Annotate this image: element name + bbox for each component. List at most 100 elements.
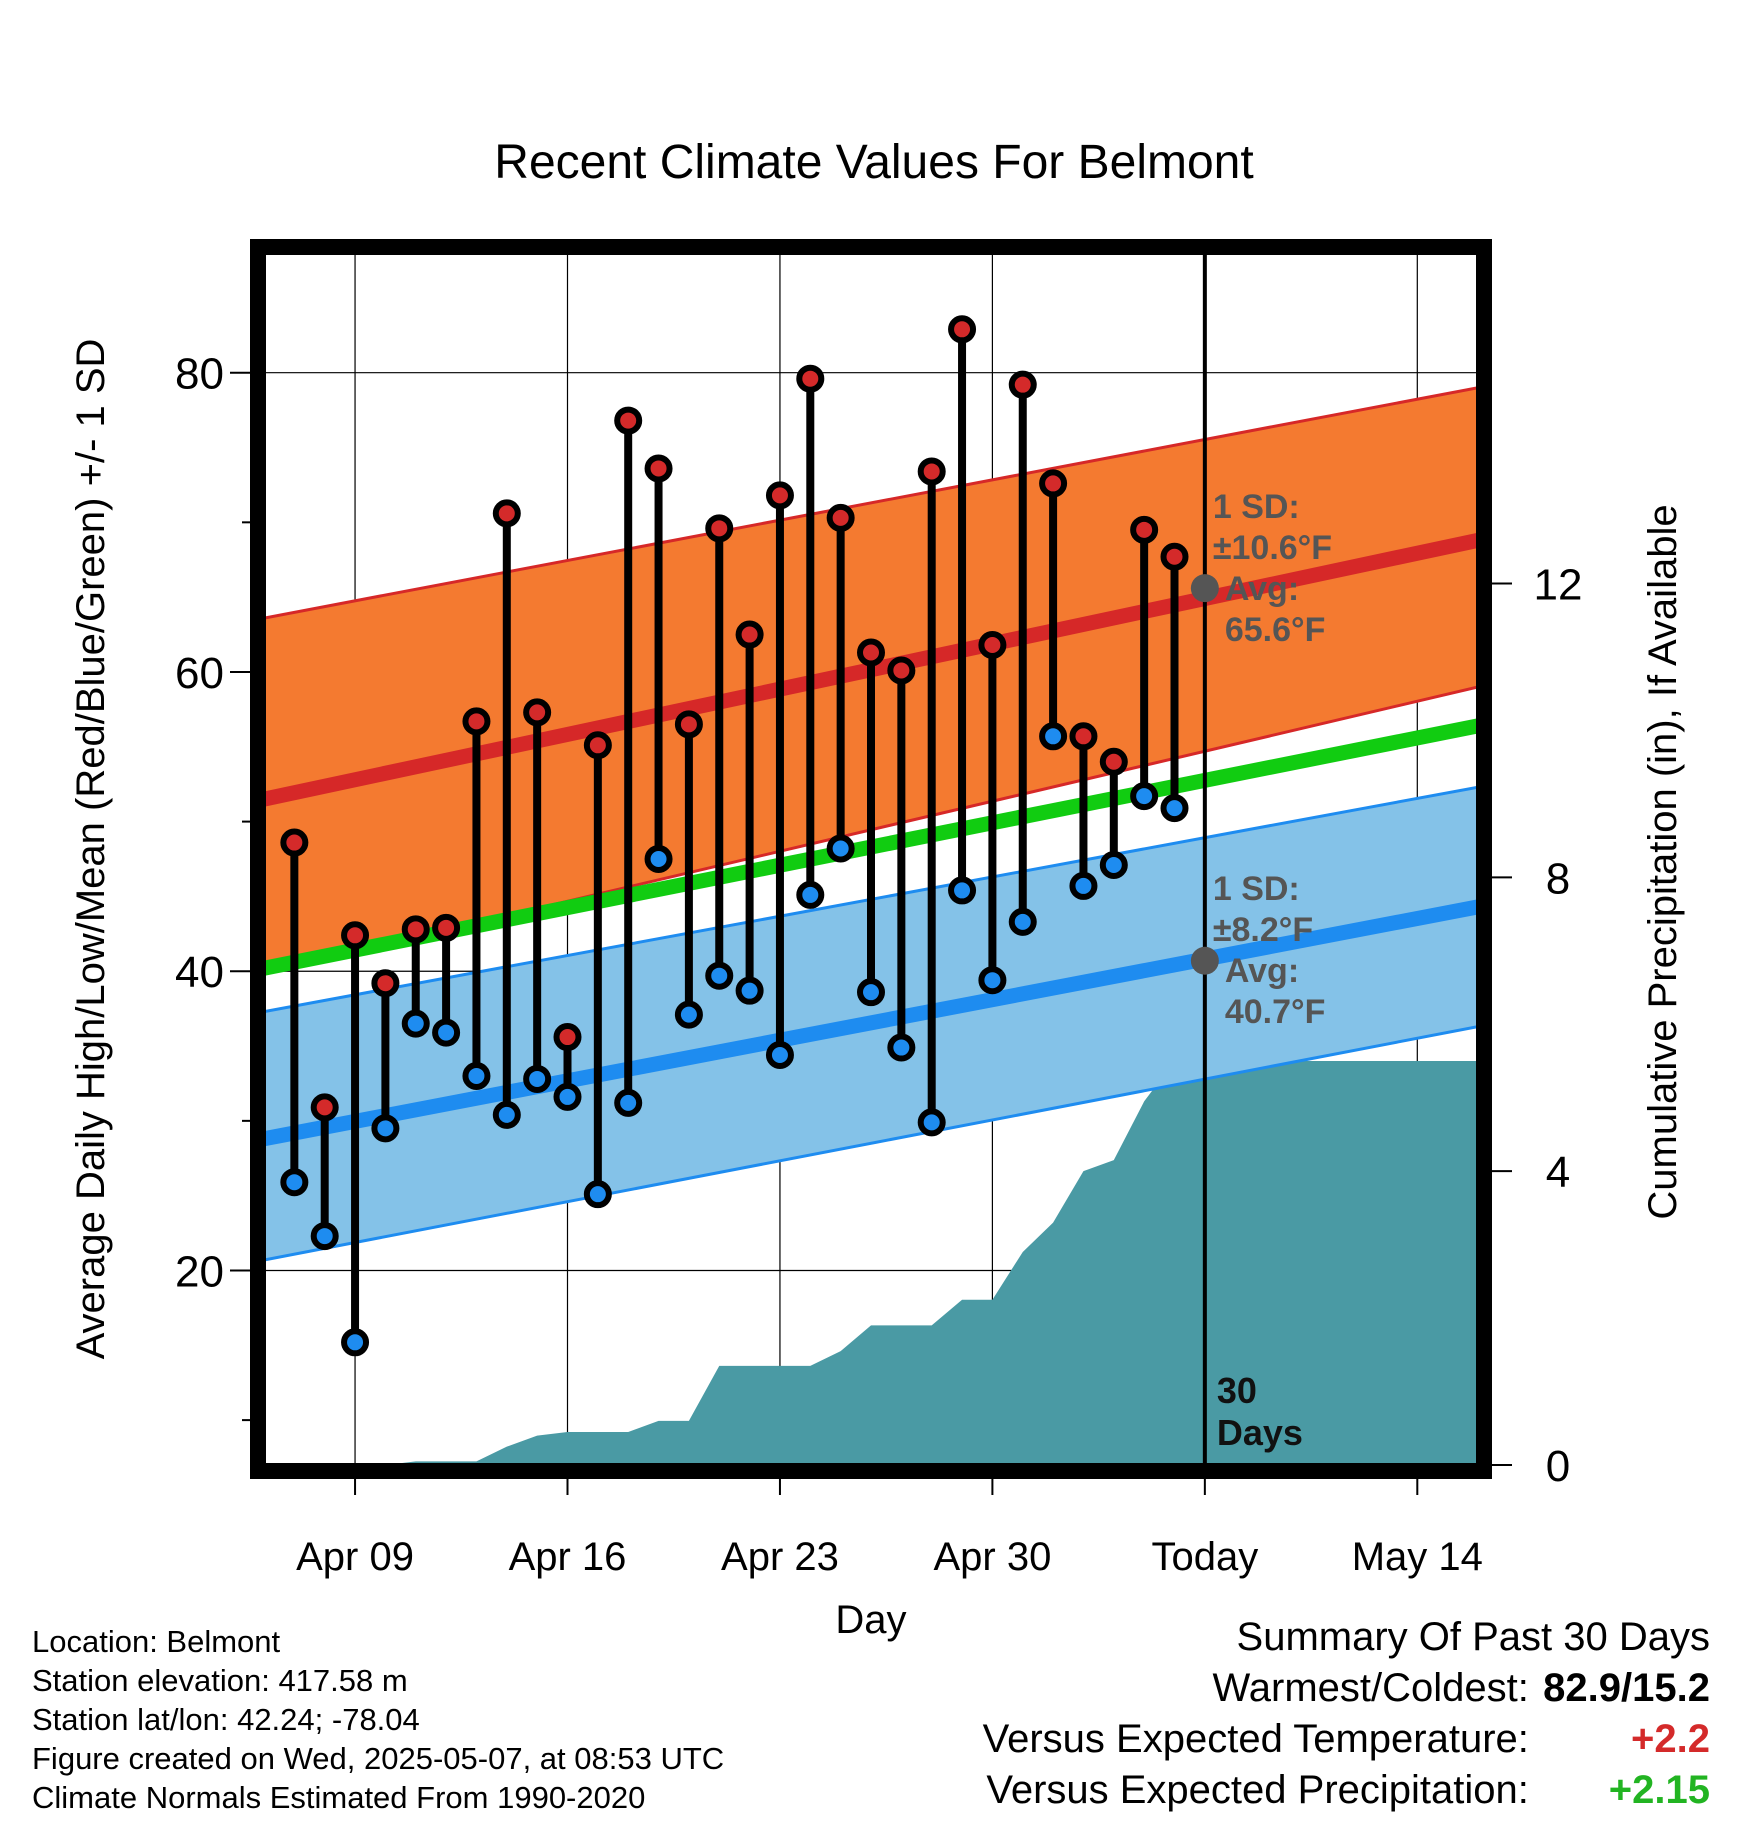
daily-low-point <box>583 1180 612 1209</box>
daily-low-point <box>1130 782 1159 811</box>
warmest-value: 82.9/15.2 <box>1543 1666 1710 1710</box>
daily-high-point <box>674 710 703 739</box>
summary-title: Summary Of Past 30 Days <box>1236 1615 1710 1659</box>
daily-high-point <box>614 406 643 435</box>
daily-low-point <box>371 1114 400 1143</box>
daily-high-point <box>887 656 916 685</box>
daily-range <box>1099 747 1128 879</box>
temp-anomaly-value: +2.2 <box>1631 1717 1710 1761</box>
daily-range <box>341 921 370 1357</box>
low-avg-marker <box>1190 946 1219 975</box>
daily-low-point <box>492 1100 521 1129</box>
highs-annotation-line: Avg: <box>1225 570 1299 608</box>
daily-high-point <box>492 499 521 528</box>
daily-high-point <box>765 481 794 510</box>
daily-low-point <box>280 1168 309 1197</box>
daily-range <box>1008 370 1037 936</box>
daily-low-point <box>735 976 764 1005</box>
y2-tick-label: 8 <box>1546 854 1570 903</box>
daily-low-point <box>857 978 885 1007</box>
lows-annotation-line: Avg: <box>1225 952 1299 990</box>
daily-low-point <box>705 961 734 990</box>
precip-label: Versus Expected Precipitation: <box>986 1768 1529 1812</box>
y2-axis-title: Cumulative Precipitation (in), If Availa… <box>1641 504 1685 1219</box>
x-tick-label: Today <box>1151 1535 1258 1579</box>
daily-low-point <box>553 1082 582 1111</box>
daily-low-point <box>341 1328 370 1357</box>
daily-low-point <box>432 1018 461 1047</box>
y-tick-label: 40 <box>175 948 224 997</box>
daily-low-point <box>674 1000 703 1029</box>
daily-high-point <box>523 698 552 727</box>
precip-anomaly-value: +2.15 <box>1608 1768 1710 1812</box>
latlon-text: Station lat/lon: 42.24; -78.04 <box>32 1702 420 1737</box>
daily-low-point <box>614 1088 643 1117</box>
daily-low-point <box>765 1041 794 1070</box>
y-tick-label: 20 <box>175 1247 224 1296</box>
daily-range <box>857 638 885 1007</box>
lows-annotation-line: ±8.2°F <box>1213 911 1313 949</box>
summary-precip-row: Versus Expected Precipitation: +2.15 <box>983 1765 1710 1816</box>
highs-annotation-line: 65.6°F <box>1225 611 1326 649</box>
high-avg-marker <box>1190 574 1219 603</box>
summary-temp-row: Versus Expected Temperature: +2.2 <box>983 1714 1710 1765</box>
lows-annotation-line: 40.7°F <box>1225 993 1326 1031</box>
daily-range <box>674 710 703 1029</box>
daily-range <box>735 620 764 1005</box>
daily-high-point <box>826 503 855 532</box>
temp-label: Versus Expected Temperature: <box>982 1717 1529 1761</box>
daily-low-point <box>1039 722 1068 751</box>
daily-low-point <box>978 966 1007 995</box>
daily-high-point <box>371 969 400 998</box>
y-tick-label: 80 <box>175 350 224 399</box>
daily-range <box>978 631 1007 995</box>
y2-tick-label: 0 <box>1546 1442 1570 1491</box>
daily-high-point <box>948 315 977 344</box>
daily-range <box>1039 469 1068 751</box>
daily-high-point <box>644 454 673 483</box>
daily-high-point <box>553 1023 582 1052</box>
daily-high-point <box>1130 515 1159 544</box>
daily-range <box>523 698 552 1093</box>
daily-high-point <box>857 638 885 667</box>
daily-low-point <box>310 1222 339 1251</box>
plot-frame <box>250 239 1492 1479</box>
daily-low-point <box>523 1064 552 1093</box>
daily-range <box>1069 722 1098 900</box>
daily-low-point <box>1160 794 1189 823</box>
normals-text: Climate Normals Estimated From 1990-2020 <box>32 1780 646 1815</box>
daily-high-point <box>1160 542 1189 571</box>
today-window-label: 30 <box>1217 1370 1257 1411</box>
daily-high-point <box>705 514 734 543</box>
daily-low-point <box>1008 907 1037 936</box>
daily-range <box>492 499 521 1129</box>
daily-low-point <box>796 880 825 909</box>
daily-high-point <box>432 913 461 942</box>
daily-high-point <box>583 731 612 760</box>
daily-high-point <box>341 921 370 950</box>
daily-high-point <box>978 631 1007 660</box>
daily-high-point <box>310 1093 339 1122</box>
summary-warmest-row: Warmest/Coldest: 82.9/15.2 <box>983 1663 1711 1714</box>
warmest-label: Warmest/Coldest: <box>1212 1666 1529 1710</box>
daily-high-point <box>1008 370 1037 399</box>
daily-range <box>1160 542 1189 823</box>
daily-high-point <box>280 828 309 857</box>
daily-high-point <box>462 707 491 736</box>
location-text: Location: Belmont <box>32 1624 281 1659</box>
daily-range <box>583 731 612 1209</box>
x-tick-label: Apr 16 <box>509 1535 627 1579</box>
daily-range <box>705 514 734 990</box>
daily-range <box>310 1093 339 1251</box>
daily-low-point <box>462 1061 491 1090</box>
daily-low-point <box>1099 850 1128 879</box>
daily-range <box>948 315 977 905</box>
station-info: Location: Belmont Station elevation: 417… <box>32 1622 724 1817</box>
lows-annotation-line: 1 SD: <box>1213 870 1300 908</box>
today-window-label: Days <box>1217 1412 1303 1453</box>
daily-low-point <box>917 1108 946 1137</box>
daily-range <box>796 364 825 909</box>
daily-range <box>1130 515 1159 811</box>
daily-range <box>462 707 491 1090</box>
